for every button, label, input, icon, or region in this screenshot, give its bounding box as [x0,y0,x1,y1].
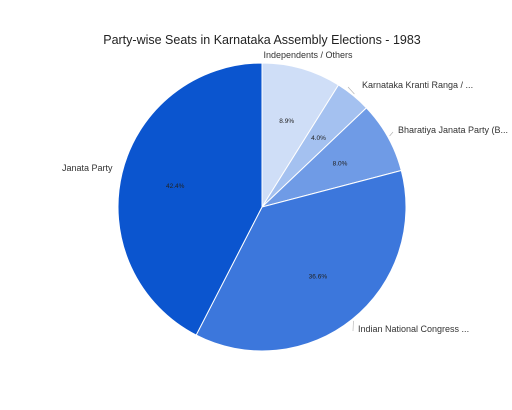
pie-slices [117,62,407,352]
leader-lines [347,86,394,332]
pct-label-karnataka-kranti-ranga: 4.0% [311,135,326,142]
pct-label-janata-party: 42.4% [166,183,185,190]
pie-slice-janata-party [117,62,263,336]
category-label-bharatiya-janata-party-b: Bharatiya Janata Party (B... [398,125,508,135]
pct-label-indian-national-congress: 36.6% [309,274,328,281]
pct-label-independents-others: 8.9% [279,118,294,125]
category-label-independents-others: Independents / Others [263,50,353,60]
pct-label-bharatiya-janata-party-b: 8.0% [333,161,348,168]
pie-slice-indian-national-congress [195,169,407,352]
category-label-janata-party: Janata Party [62,163,113,173]
pie-slice-independents-others [261,62,340,209]
chart-title: Party-wise Seats in Karnataka Assembly E… [103,33,421,47]
slice-labels: 8.9% Independents / Others 4.0% Karnataka K… [62,50,508,334]
category-label-indian-national-congress: Indian National Congress ... [358,324,469,334]
leader-line-karnataka-kranti-ranga [347,86,355,95]
category-label-karnataka-kranti-ranga: Karnataka Kranti Ranga / ... [362,80,473,90]
leader-line-bharatiya-janata-party-b [389,131,394,137]
